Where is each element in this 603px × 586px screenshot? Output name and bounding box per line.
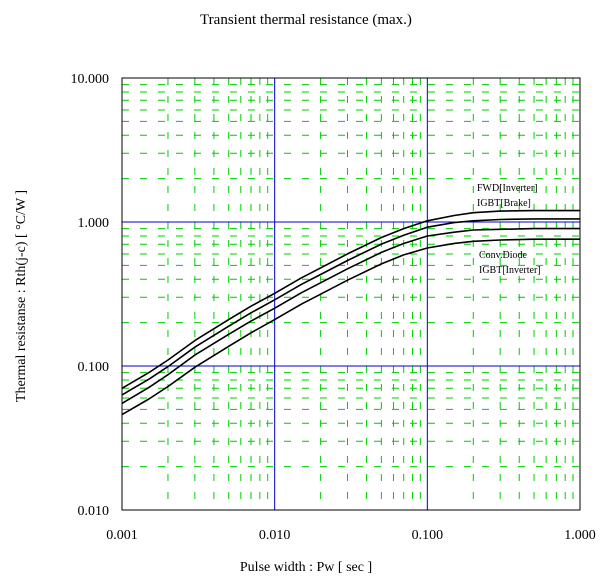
- x-tick-label: 1.000: [564, 528, 596, 543]
- label-igbt-inverter: IGBT[Inverter]: [479, 265, 541, 276]
- series-line-fwd-inverter: [121, 209, 580, 389]
- y-axis-title: Thermal resistanse : Rth(j-c) [ °C/W ]: [14, 190, 29, 402]
- label-igbt-brake: IGBT[Brake]: [477, 198, 531, 209]
- y-tick-label: 10.000: [71, 72, 110, 87]
- major-grid: [122, 78, 580, 510]
- y-axis-ticks: 10.000 1.000 0.100 0.010: [71, 72, 110, 519]
- series-line-igbt-inverter: [121, 238, 580, 416]
- plot-area-frame: [121, 77, 581, 511]
- y-tick-label: 1.000: [78, 216, 110, 231]
- label-fwd-inverter: FWD[Inverter]: [477, 183, 538, 194]
- x-axis-ticks: 0.001 0.010 0.100 1.000: [106, 528, 596, 543]
- x-tick-label: 0.001: [106, 528, 138, 543]
- label-conv-diode: Conv.Diode: [479, 250, 528, 261]
- series-line-igbt-brake: [121, 218, 580, 396]
- minor-grid: [122, 78, 580, 510]
- x-axis-title: Pulse width : Pw [ sec ]: [240, 560, 372, 575]
- chart-title: Transient thermal resistance (max.): [200, 12, 412, 28]
- y-tick-label: 0.010: [78, 504, 110, 519]
- x-tick-label: 0.010: [259, 528, 291, 543]
- y-tick-label: 0.100: [78, 360, 110, 375]
- series-lines: [121, 209, 580, 416]
- series-line-conv-diode: [121, 227, 580, 405]
- x-tick-label: 0.100: [412, 528, 444, 543]
